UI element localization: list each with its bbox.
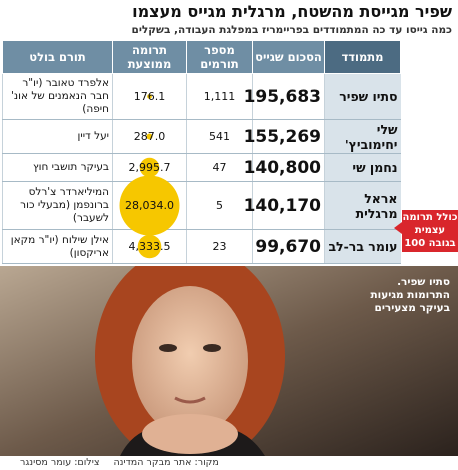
bubble xyxy=(147,94,152,99)
photo-credit: צילום: עומר מסינגר xyxy=(20,457,100,468)
table-row: סתיו שפיר 195,683 1,111 176.1 אלפרד טאובר (י… xyxy=(2,73,401,120)
bubble-area xyxy=(147,94,152,99)
bubble xyxy=(119,175,180,236)
cell: עומר בר-לב xyxy=(324,229,401,264)
column-header: מתמודד xyxy=(324,40,401,74)
bubble-area xyxy=(119,175,180,236)
cell: 140,800 xyxy=(244,153,325,182)
table-row: עומר בר-לב 99,670 23 4,333.5 אילן שילוח (יו"… xyxy=(2,229,401,264)
cell: נחמן שי xyxy=(324,153,401,182)
cell: בעיקר תושבי חוץ xyxy=(2,153,113,182)
cell: 155,269 xyxy=(244,119,325,154)
cell: 23 xyxy=(186,229,253,264)
credits: מקור: אתר מבקר המדינה צילום: עומר מסינגר xyxy=(6,457,219,468)
bubble xyxy=(139,157,160,178)
average-donation: 287.0 xyxy=(133,130,166,143)
cell: יעל דיין xyxy=(2,119,113,154)
cell: 5 xyxy=(186,181,253,230)
column-header: תרומה ממוצעת xyxy=(112,40,187,74)
bubble xyxy=(137,234,162,259)
photo-caption: סתיו שפיר. התרומות מגיעות בעיקר מצעירים xyxy=(370,276,451,314)
source-credit: מקור: אתר מבקר המדינה xyxy=(113,457,219,468)
cell: אראל מרגלית xyxy=(324,181,401,230)
column-header: תורם בולט xyxy=(2,40,113,74)
average-donation: 28,034.0 xyxy=(125,199,174,212)
cell: 4,333.5 xyxy=(112,229,187,264)
average-donation: 4,333.5 xyxy=(128,240,171,253)
callout: כולל תרומה עצמית בגובה 100 אלף שקל xyxy=(394,210,458,262)
average-donation: 2,995.7 xyxy=(128,161,171,174)
cell: 2,995.7 xyxy=(112,153,187,182)
table-row: נחמן שי 140,800 47 2,995.7 בעיקר תושבי חוץ xyxy=(2,153,401,182)
table-row: אראל מרגלית 140,170 5 28,034.0 המיליארדר צ'ר… xyxy=(2,175,401,236)
cell: שלי יחימוביץ' xyxy=(324,119,401,154)
cell: המיליארדר צ'רלס ברונפמן (מבעלי כור לשעבר… xyxy=(2,181,113,230)
cell: 287.0 xyxy=(112,119,187,154)
cell: 541 xyxy=(186,119,253,154)
bubble xyxy=(146,133,153,140)
cell: סתיו שפיר xyxy=(324,73,401,120)
cell: 195,683 xyxy=(244,73,325,120)
cell: 1,111 xyxy=(186,73,253,120)
column-header: מספר תורמים xyxy=(186,40,253,74)
table-body: סתיו שפיר 195,683 1,111 176.1 אלפרד טאובר (י… xyxy=(2,73,401,264)
bubble-area xyxy=(137,234,162,259)
cell: 28,034.0 xyxy=(112,175,187,236)
cell: 47 xyxy=(186,153,253,182)
bubble-area xyxy=(139,157,160,178)
bubble-area xyxy=(146,133,153,140)
header-row: מתמודד הסכום שגייס מספר תורמים תרומה ממוצעת… xyxy=(2,40,401,74)
cell: 99,670 xyxy=(252,229,325,264)
cell: אילן שילוח (יו"ר מקאן אריקסון) xyxy=(2,229,113,264)
table-row: שלי יחימוביץ' 155,269 541 287.0 יעל דיין xyxy=(2,119,401,154)
title: שפיר מגייסת מהשטח, מרגלית מגייס מעצמו xyxy=(132,2,452,21)
cell: 140,170 xyxy=(244,181,325,230)
cell: אלפרד טאובר (יו"ר חבר הנאמנים של אונ' חי… xyxy=(2,73,113,120)
photo xyxy=(0,266,458,456)
column-header: הסכום שגייס xyxy=(252,40,325,74)
subtitle: כמה גייסו עד כה המתמודדים בפריימריז במפל… xyxy=(131,24,452,36)
donations-table: מתמודד הסכום שגייס מספר תורמים תרומה ממוצעת… xyxy=(2,40,401,264)
average-donation: 176.1 xyxy=(133,90,166,103)
cell: 176.1 xyxy=(112,73,187,120)
